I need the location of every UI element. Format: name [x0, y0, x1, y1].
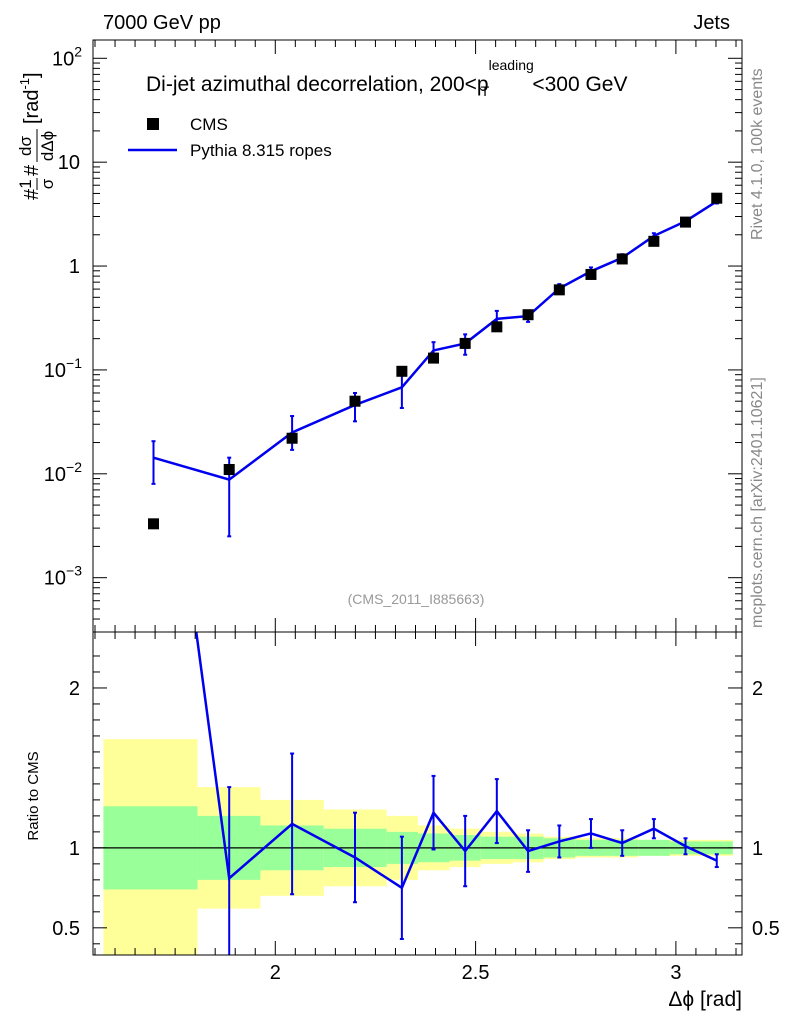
header-right: Jets: [693, 12, 730, 34]
svg-text:1: 1: [16, 179, 35, 188]
title-suffix: <300 GeV: [532, 73, 627, 96]
ratio-tick-label-right: 1: [752, 838, 763, 860]
data-point: [491, 321, 503, 333]
x-tick-label: 3: [670, 962, 681, 984]
y-tick-label: 10: [58, 152, 80, 174]
svg-text:#: #: [21, 188, 43, 200]
svg-text:σ: σ: [38, 178, 57, 189]
data-point: [223, 464, 235, 476]
x-tick-label: 2.5: [462, 962, 490, 984]
y-tick-label: 10−2: [44, 459, 82, 486]
mcplots-reference-text: mcplots.cern.ch [arXiv:2401.10621]: [749, 377, 766, 628]
mc-ratio-line: [195, 632, 718, 890]
ratio-tick-label-left: 2: [69, 678, 80, 700]
title-prefix: Di-jet azimuthal decorrelation, 200<p: [146, 73, 489, 96]
data-point: [522, 309, 534, 321]
y-tick-label: 10−1: [44, 355, 82, 382]
svg-text:dσ: dσ: [16, 136, 35, 156]
y-tick-label: 1: [69, 256, 80, 278]
svg-text:#: #: [21, 164, 43, 176]
x-axis-label: Δϕ [rad]: [668, 988, 742, 1011]
ratio-tick-label-right: 2: [752, 678, 763, 700]
data-point: [648, 235, 660, 247]
svg-text:[rad-1]: [rad-1]: [17, 72, 43, 124]
rivet-version-text: Rivet 4.1.0, 100k events: [749, 68, 766, 240]
ratio-tick-label-left: 0.5: [52, 918, 80, 940]
data-point: [396, 365, 408, 377]
data-point: [711, 192, 723, 204]
ratio-tick-label-left: 1: [69, 838, 80, 860]
data-point: [616, 253, 628, 265]
legend-cms-marker: [147, 118, 159, 130]
title-sup: leading: [489, 57, 534, 73]
header-left: 7000 GeV pp: [103, 12, 221, 34]
legend-mc-label: Pythia 8.315 ropes: [190, 141, 332, 160]
data-point: [459, 337, 471, 349]
ratio-plot-frame: [92, 631, 743, 956]
y-axis-label: # 1 σ # dσ dΔϕ [rad-1]: [16, 72, 57, 200]
mc-series-line: [153, 200, 718, 481]
data-point: [680, 216, 692, 228]
y-tick-label: 102: [52, 43, 82, 70]
legend-cms-label: CMS: [190, 115, 228, 134]
data-point: [349, 395, 361, 407]
data-point: [286, 432, 298, 444]
analysis-watermark: (CMS_2011_I885663): [348, 591, 485, 607]
data-point: [585, 268, 597, 280]
ratio-y-axis-label: Ratio to CMS: [25, 751, 42, 840]
ratio-tick-label-right: 0.5: [752, 918, 780, 940]
plot-title: Di-jet azimuthal decorrelation, 200<plea…: [146, 57, 627, 99]
title-sub: T: [481, 83, 490, 99]
x-tick-label: 2: [270, 962, 281, 984]
data-point: [147, 518, 159, 530]
data-point: [553, 284, 565, 296]
svg-text:dΔϕ: dΔϕ: [38, 131, 57, 161]
y-tick-label: 10−3: [44, 563, 82, 590]
data-point: [428, 352, 440, 364]
